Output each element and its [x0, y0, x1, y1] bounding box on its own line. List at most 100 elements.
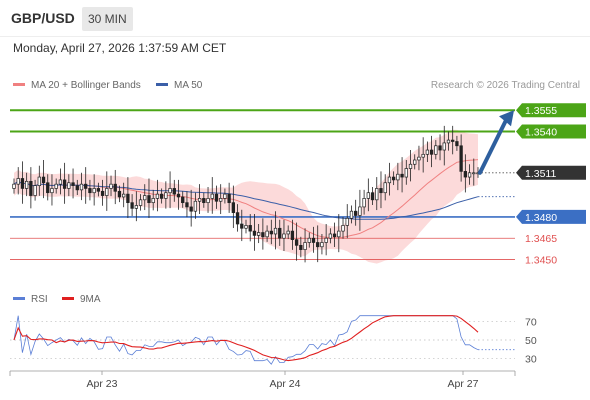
candle-body	[387, 176, 392, 184]
level-lines	[10, 109, 515, 260]
rsi-panel: 70 50 30	[10, 315, 537, 366]
candle-body	[446, 139, 451, 144]
candle-body	[50, 188, 54, 194]
legend-ma50-label: MA 50	[174, 80, 203, 91]
candle-body	[109, 183, 113, 189]
candle-body	[37, 176, 41, 186]
candle-body	[46, 182, 50, 194]
candle-body	[261, 232, 265, 238]
candle-body	[358, 206, 362, 216]
candle-body	[451, 139, 455, 142]
candle-body	[337, 230, 341, 238]
candle-body	[151, 198, 155, 204]
candle-body	[316, 242, 320, 248]
rsi-tick-50: 50	[525, 335, 537, 347]
candle-body	[472, 172, 476, 175]
label-r1-text: 1.3540	[525, 127, 557, 139]
candle-body	[290, 230, 295, 240]
x-tick-label: Apr 24	[270, 378, 301, 390]
label-last-text: 1.3511	[525, 168, 556, 180]
candle-body	[265, 230, 269, 238]
candle-body	[138, 199, 143, 206]
candle-body	[286, 230, 290, 235]
candle-body	[219, 198, 223, 202]
legend-ma20-label: MA 20 + Bollinger Bands	[31, 80, 141, 91]
candle-body	[303, 242, 307, 250]
candle-body	[206, 198, 210, 204]
candle-body	[176, 193, 181, 198]
legend-9ma: 9MA	[62, 294, 101, 305]
candle-body	[189, 206, 193, 212]
candle-body	[41, 176, 46, 184]
candle-body	[282, 233, 286, 239]
candles	[12, 125, 480, 263]
candle-body	[311, 237, 316, 243]
candle-body	[75, 185, 79, 191]
candle-body	[366, 192, 370, 199]
instrument-pair: GBP/USD	[11, 10, 75, 26]
candle-body	[467, 172, 472, 178]
candle-body	[463, 171, 468, 178]
label-s2: 1.3465	[525, 233, 557, 245]
candle-body	[79, 183, 84, 191]
x-tick-label: Apr 23	[87, 378, 118, 390]
candle-body	[370, 192, 375, 201]
candle-body	[231, 202, 236, 213]
rsi-line	[13, 315, 479, 365]
candle-body	[214, 193, 219, 202]
candle-body	[269, 230, 273, 235]
label-s3: 1.3450	[525, 255, 557, 267]
candle-body	[71, 182, 75, 186]
candle-body	[379, 188, 383, 194]
report-datetime: Monday, April 27, 2026 1:37:59 AM CET	[13, 41, 227, 55]
candle-body	[459, 145, 463, 172]
label-r2-bg	[516, 103, 586, 118]
candle-body	[117, 190, 122, 198]
candle-body	[164, 192, 168, 199]
candle-body	[354, 210, 358, 216]
ma50-line	[13, 180, 479, 220]
candle-body	[62, 179, 67, 189]
timeframe-button[interactable]: 30 MIN	[82, 7, 133, 31]
candle-body	[202, 198, 206, 204]
candle-body	[16, 178, 20, 185]
label-s1: 1.3480	[516, 209, 586, 224]
ma20-swatch	[13, 82, 25, 86]
label-r1: 1.3540	[516, 124, 586, 139]
candle-body	[400, 173, 404, 178]
candle-body	[413, 159, 417, 165]
candle-body	[248, 225, 252, 232]
candle-body	[159, 193, 164, 199]
label-r2-text: 1.3555	[525, 105, 557, 117]
candle-body	[105, 188, 109, 196]
candle-body	[345, 217, 349, 226]
candle-body	[438, 145, 442, 151]
candle-body	[88, 188, 92, 194]
candle-body	[328, 233, 333, 239]
candle-body	[155, 193, 160, 199]
label-s1-bg	[516, 209, 586, 224]
x-tick-label: Apr 27	[448, 378, 479, 390]
legend-rsi-label: RSI	[31, 294, 48, 305]
candle-body	[134, 205, 138, 209]
legend-ma50: MA 50	[156, 80, 202, 91]
research-credit: Research © 2026 Trading Central	[430, 80, 580, 91]
candle-body	[197, 198, 202, 202]
label-s2-text: 1.3465	[525, 233, 557, 245]
candle-body	[235, 212, 240, 225]
candle-body	[100, 190, 105, 196]
forecast-arrow	[478, 110, 514, 175]
candle-body	[33, 185, 37, 196]
candle-body	[54, 183, 58, 189]
candle-body	[383, 182, 387, 194]
candle-body	[20, 178, 25, 189]
candle-body	[24, 180, 29, 189]
candle-body	[391, 176, 396, 181]
candle-body	[324, 237, 328, 243]
candle-body	[193, 200, 198, 212]
label-s3-text: 1.3450	[525, 255, 557, 267]
rsi-tick-70: 70	[525, 316, 537, 328]
candle-body	[29, 180, 33, 196]
candle-body	[58, 179, 63, 185]
